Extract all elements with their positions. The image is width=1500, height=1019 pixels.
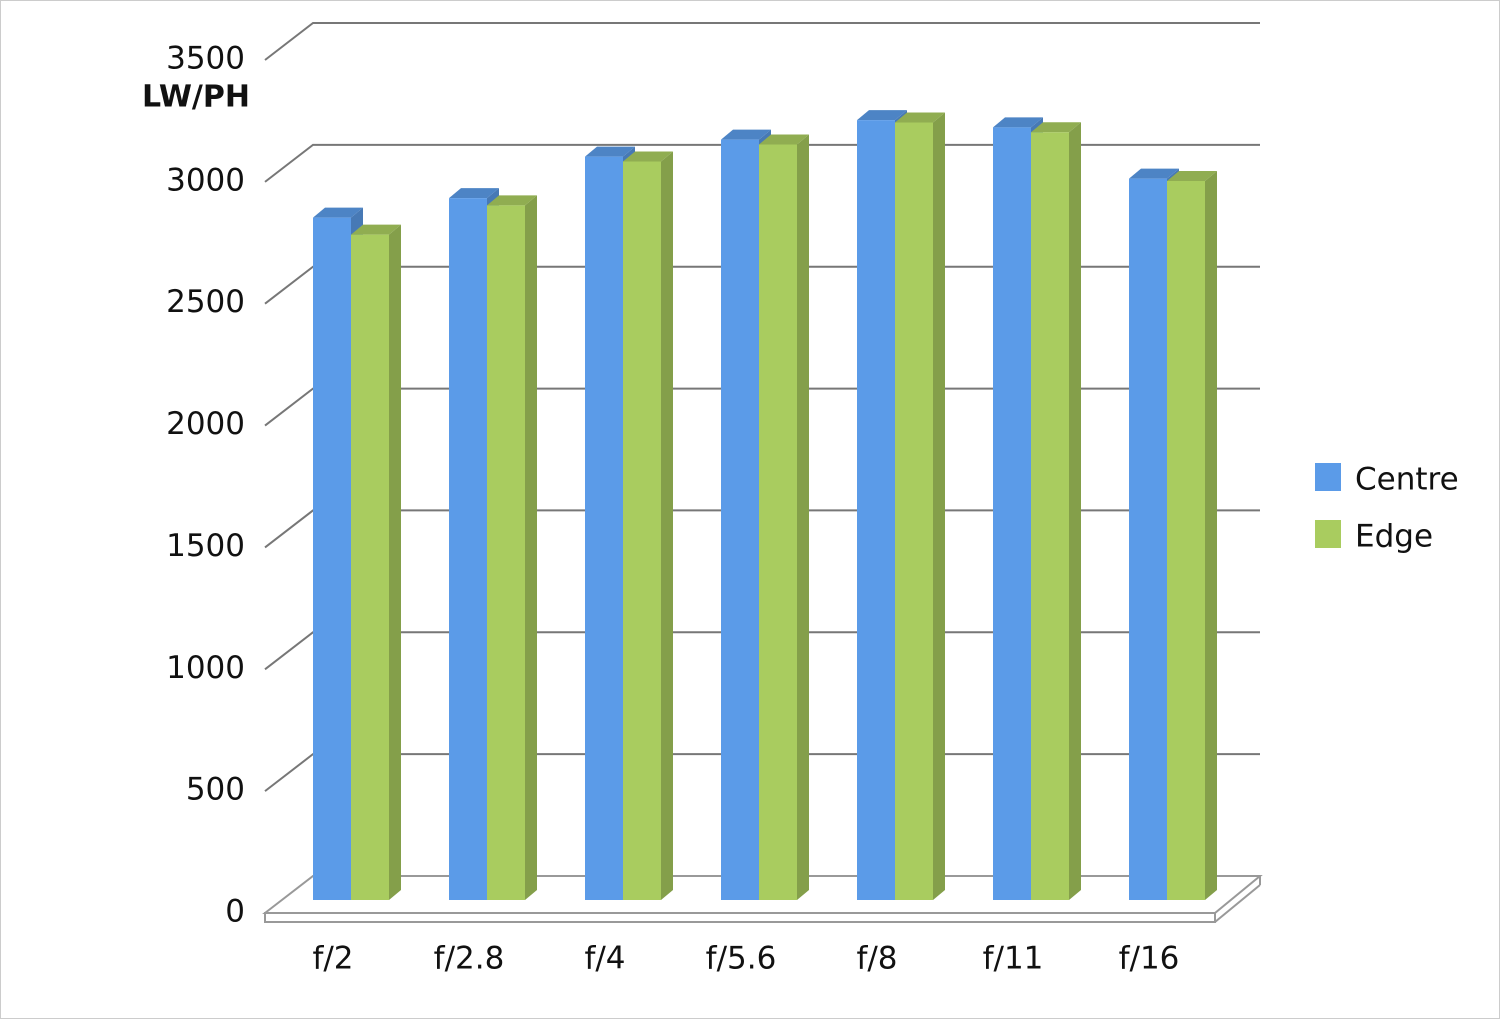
- bar: [351, 224, 401, 900]
- x-tick-label: f/16: [1119, 941, 1180, 977]
- bar-face: [313, 207, 363, 218]
- bar-face: [449, 188, 499, 199]
- y-tick-label: 500: [186, 772, 245, 808]
- bar-face: [525, 195, 537, 900]
- bar-face: [585, 146, 635, 157]
- bar-face: [759, 134, 809, 145]
- bar-face: [487, 195, 537, 206]
- bar: [487, 195, 537, 900]
- bar-face: [1129, 178, 1167, 900]
- x-tick-label: f/2.8: [434, 941, 505, 977]
- bar-face: [1031, 132, 1069, 901]
- bar-face: [1167, 181, 1205, 901]
- bar-face: [351, 234, 389, 900]
- grid-line: [264, 22, 1260, 61]
- bar-face: [313, 217, 351, 901]
- bar-face: [857, 110, 907, 121]
- bar: [895, 112, 945, 900]
- bar-face: [721, 129, 771, 140]
- x-tick-label: f/4: [584, 941, 625, 977]
- legend-label: Centre: [1355, 462, 1459, 498]
- bar-face: [721, 139, 759, 900]
- bar-face: [1069, 122, 1081, 901]
- bar-face: [389, 224, 401, 900]
- y-tick-label: 1000: [166, 650, 245, 686]
- y-tick-label: 1500: [166, 528, 245, 564]
- bar: [1167, 171, 1217, 901]
- bar-face: [759, 144, 797, 900]
- bar-face: [993, 117, 1043, 128]
- floor-side: [1214, 884, 1261, 923]
- y-tick-label: 2500: [166, 284, 245, 320]
- bar-face: [797, 134, 809, 900]
- bar-face: [449, 198, 487, 901]
- bar-face: [895, 122, 933, 900]
- bar-face: [351, 224, 401, 235]
- y-tick-label: 3500: [166, 41, 245, 77]
- x-tick-label: f/11: [983, 941, 1044, 977]
- y-axis-label: LW/PH: [142, 80, 250, 115]
- bar-face: [585, 156, 623, 900]
- legend-label: Edge: [1355, 519, 1433, 555]
- bar: [1031, 122, 1081, 901]
- bar-face: [661, 151, 673, 900]
- y-tick-label: 0: [225, 894, 245, 930]
- legend-swatch: [1315, 463, 1341, 491]
- bar-face: [857, 120, 895, 901]
- bar-face: [487, 205, 525, 900]
- bar-face: [933, 112, 945, 900]
- bar: [759, 134, 809, 900]
- floor-edge: [264, 912, 1216, 923]
- bar-face: [623, 151, 673, 162]
- bar-face: [993, 127, 1031, 900]
- bar-face: [895, 112, 945, 123]
- bar-face: [1031, 122, 1081, 133]
- bar-face: [1167, 171, 1217, 182]
- x-tick-label: f/5.6: [706, 941, 777, 977]
- x-tick-label: f/2: [312, 941, 353, 977]
- y-tick-label: 2000: [166, 406, 245, 442]
- bar-face: [1129, 168, 1179, 179]
- y-tick-label: 3000: [166, 162, 245, 198]
- x-tick-label: f/8: [856, 941, 897, 977]
- bar-face: [1205, 171, 1217, 901]
- legend-swatch: [1315, 520, 1341, 548]
- bar-face: [623, 161, 661, 900]
- bar: [623, 151, 673, 900]
